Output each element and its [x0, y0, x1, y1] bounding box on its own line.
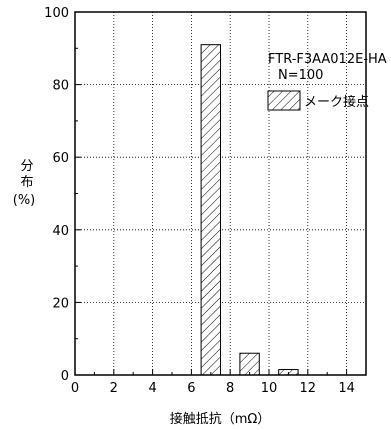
bar: [200, 44, 222, 376]
x-tick-label: 0: [71, 381, 79, 396]
y-axis-title-line-1: 分: [20, 159, 33, 174]
x-tick-label: 12: [300, 381, 317, 396]
y-tick-labels: 0 20 40 60 80 100: [44, 6, 69, 384]
x-tick-label: 10: [261, 381, 278, 396]
x-tick-label: 4: [148, 381, 156, 396]
x-tick-label: 2: [110, 381, 118, 396]
tick-marks: [74, 11, 367, 376]
x-tick-label: 14: [338, 381, 355, 396]
annotation-n: N=100: [278, 68, 323, 83]
x-tick-label: 6: [187, 381, 195, 396]
x-tick-label: 8: [226, 381, 234, 396]
y-axis-title-line-3: (%): [13, 193, 36, 208]
y-tick-label: 100: [44, 6, 69, 21]
bar: [239, 352, 260, 376]
legend: メーク接点: [267, 90, 369, 111]
legend-label: メーク接点: [304, 94, 369, 110]
y-tick-label: 80: [52, 79, 69, 94]
x-axis-title: 接触抵抗（mΩ）: [170, 411, 271, 427]
x-tick-labels: 0 2 4 6 8 10 12 14: [71, 381, 355, 396]
y-tick-label: 0: [61, 369, 69, 384]
y-axis-title-line-2: 布: [20, 175, 33, 190]
annotation-model: FTR-F3AA012E-HA: [268, 52, 387, 67]
legend-swatch: [267, 90, 301, 111]
gridlines: [75, 12, 366, 375]
y-tick-label: 40: [52, 224, 69, 239]
y-tick-label: 20: [52, 296, 69, 311]
y-tick-label: 60: [52, 151, 69, 166]
